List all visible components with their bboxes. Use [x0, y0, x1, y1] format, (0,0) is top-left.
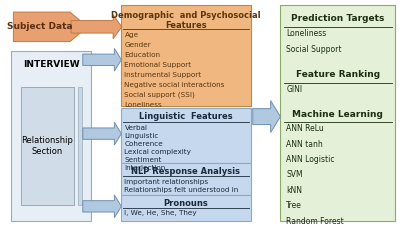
- Text: Sentiment: Sentiment: [124, 157, 162, 163]
- Text: I, We, He, She, They: I, We, He, She, They: [124, 210, 197, 216]
- Text: ANN ReLu: ANN ReLu: [286, 124, 324, 133]
- Text: Interjection: Interjection: [124, 165, 166, 172]
- Text: Gender: Gender: [124, 42, 151, 48]
- Bar: [120, 163, 251, 195]
- Text: Feature Ranking: Feature Ranking: [296, 70, 380, 79]
- Text: Relationship
Section: Relationship Section: [22, 136, 74, 156]
- Text: Linguistic  Features: Linguistic Features: [139, 112, 233, 121]
- Text: Coherence: Coherence: [124, 141, 163, 147]
- Text: Pronouns: Pronouns: [164, 199, 208, 208]
- Text: Demographic  and Psychosocial
Features: Demographic and Psychosocial Features: [111, 11, 261, 30]
- Bar: [120, 5, 251, 106]
- Polygon shape: [83, 122, 121, 145]
- Text: Important relationships: Important relationships: [124, 179, 209, 185]
- Bar: [120, 195, 251, 221]
- Text: Prediction Targets: Prediction Targets: [291, 14, 384, 23]
- Text: Loneliness: Loneliness: [124, 102, 162, 108]
- Text: Machine Learning: Machine Learning: [292, 110, 383, 119]
- Text: Verbal: Verbal: [124, 125, 148, 131]
- Text: Random Forest: Random Forest: [286, 217, 344, 226]
- Bar: [12, 51, 91, 221]
- Text: Subject Data: Subject Data: [7, 22, 72, 31]
- Polygon shape: [253, 101, 280, 133]
- Bar: [78, 87, 82, 205]
- Text: Instrumental Support: Instrumental Support: [124, 72, 202, 78]
- Text: SVM: SVM: [286, 170, 303, 180]
- Text: Education: Education: [124, 52, 160, 58]
- Polygon shape: [71, 15, 122, 39]
- Text: Tree: Tree: [286, 201, 302, 210]
- Text: Social support (SSI): Social support (SSI): [124, 92, 195, 98]
- Text: Negative social interactions: Negative social interactions: [124, 82, 225, 88]
- Text: NLP Response Analysis: NLP Response Analysis: [131, 167, 240, 176]
- Text: Lexical complexity: Lexical complexity: [124, 149, 191, 155]
- Text: Social Support: Social Support: [286, 45, 342, 54]
- Text: ANN tanh: ANN tanh: [286, 139, 323, 149]
- Polygon shape: [13, 12, 88, 42]
- Text: GINI: GINI: [286, 85, 302, 94]
- Text: Age: Age: [124, 32, 139, 38]
- Text: Emotional Support: Emotional Support: [124, 62, 192, 68]
- Text: Relationships felt understood in: Relationships felt understood in: [124, 187, 239, 193]
- Bar: [280, 5, 396, 221]
- Bar: [21, 87, 74, 205]
- Polygon shape: [83, 195, 121, 218]
- Text: ANN Logistic: ANN Logistic: [286, 155, 335, 164]
- Text: INTERVIEW: INTERVIEW: [23, 60, 80, 69]
- Text: kNN: kNN: [286, 186, 302, 195]
- Text: Linguistic: Linguistic: [124, 133, 159, 139]
- Text: Loneliness: Loneliness: [286, 29, 326, 38]
- Bar: [120, 107, 251, 163]
- Polygon shape: [83, 48, 121, 71]
